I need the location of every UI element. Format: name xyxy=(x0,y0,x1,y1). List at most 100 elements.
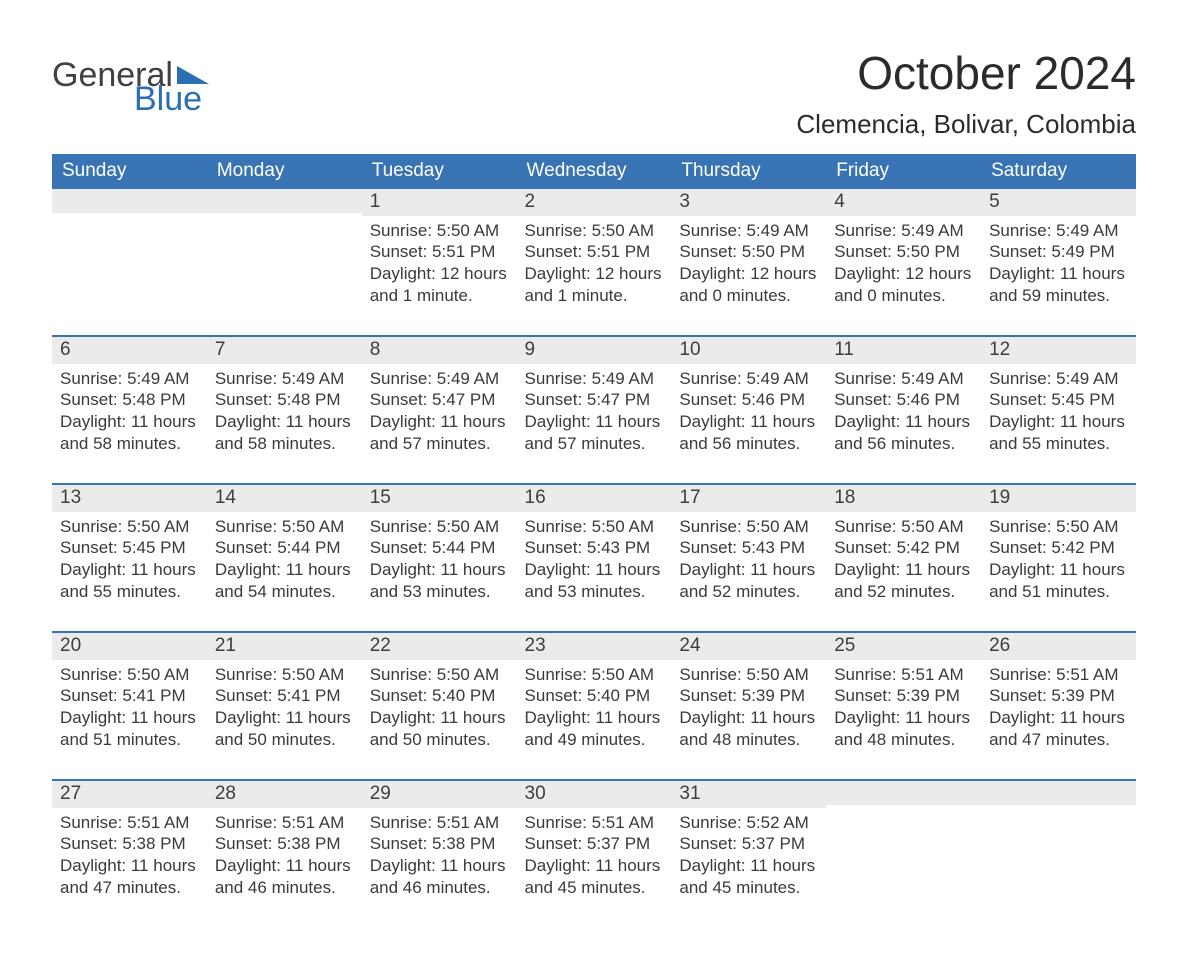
calendar-day-cell: 28Sunrise: 5:51 AMSunset: 5:38 PMDayligh… xyxy=(207,780,362,927)
day-details: Sunrise: 5:50 AMSunset: 5:43 PMDaylight:… xyxy=(517,512,672,631)
day-number: 4 xyxy=(826,189,981,216)
day-number: 21 xyxy=(207,633,362,660)
day-details: Sunrise: 5:51 AMSunset: 5:38 PMDaylight:… xyxy=(207,808,362,927)
day-number: 3 xyxy=(671,189,826,216)
calendar-day-cell: 19Sunrise: 5:50 AMSunset: 5:42 PMDayligh… xyxy=(981,484,1136,632)
day-details: Sunrise: 5:50 AMSunset: 5:40 PMDaylight:… xyxy=(517,660,672,779)
sunrise-text: Sunrise: 5:49 AM xyxy=(215,368,354,390)
day-number: 13 xyxy=(52,485,207,512)
calendar-day-cell: 21Sunrise: 5:50 AMSunset: 5:41 PMDayligh… xyxy=(207,632,362,780)
day-number: 10 xyxy=(671,337,826,364)
day-details: Sunrise: 5:51 AMSunset: 5:37 PMDaylight:… xyxy=(517,808,672,927)
day-details: Sunrise: 5:50 AMSunset: 5:51 PMDaylight:… xyxy=(517,216,672,335)
weekday-header: Wednesday xyxy=(517,154,672,189)
day-details: Sunrise: 5:50 AMSunset: 5:41 PMDaylight:… xyxy=(207,660,362,779)
sunrise-text: Sunrise: 5:51 AM xyxy=(215,812,354,834)
day-details: Sunrise: 5:50 AMSunset: 5:44 PMDaylight:… xyxy=(207,512,362,631)
day-number: 23 xyxy=(517,633,672,660)
sunrise-text: Sunrise: 5:50 AM xyxy=(215,516,354,538)
daylight-text: Daylight: 12 hours and 1 minute. xyxy=(370,263,509,307)
sunset-text: Sunset: 5:37 PM xyxy=(679,833,818,855)
sunrise-text: Sunrise: 5:51 AM xyxy=(370,812,509,834)
sunrise-text: Sunrise: 5:49 AM xyxy=(989,368,1128,390)
day-number: 6 xyxy=(52,337,207,364)
sunrise-text: Sunrise: 5:49 AM xyxy=(834,368,973,390)
day-number: 19 xyxy=(981,485,1136,512)
daylight-text: Daylight: 11 hours and 45 minutes. xyxy=(679,855,818,899)
day-details: Sunrise: 5:50 AMSunset: 5:42 PMDaylight:… xyxy=(826,512,981,631)
sunrise-text: Sunrise: 5:49 AM xyxy=(989,220,1128,242)
calendar-day-cell: 2Sunrise: 5:50 AMSunset: 5:51 PMDaylight… xyxy=(517,189,672,336)
day-details: Sunrise: 5:49 AMSunset: 5:46 PMDaylight:… xyxy=(826,364,981,483)
day-number: 11 xyxy=(826,337,981,364)
sunrise-text: Sunrise: 5:50 AM xyxy=(525,664,664,686)
weekday-header: Monday xyxy=(207,154,362,189)
sunrise-text: Sunrise: 5:51 AM xyxy=(60,812,199,834)
day-details xyxy=(207,213,362,317)
day-number: 27 xyxy=(52,781,207,808)
month-title: October 2024 xyxy=(796,48,1136,99)
sunset-text: Sunset: 5:47 PM xyxy=(525,389,664,411)
sunrise-text: Sunrise: 5:50 AM xyxy=(60,516,199,538)
sunset-text: Sunset: 5:46 PM xyxy=(834,389,973,411)
daylight-text: Daylight: 11 hours and 53 minutes. xyxy=(525,559,664,603)
sunrise-text: Sunrise: 5:49 AM xyxy=(525,368,664,390)
sunset-text: Sunset: 5:51 PM xyxy=(525,241,664,263)
day-number: 5 xyxy=(981,189,1136,216)
sunset-text: Sunset: 5:48 PM xyxy=(60,389,199,411)
calendar-day-cell: 11Sunrise: 5:49 AMSunset: 5:46 PMDayligh… xyxy=(826,336,981,484)
daylight-text: Daylight: 11 hours and 57 minutes. xyxy=(370,411,509,455)
daylight-text: Daylight: 11 hours and 47 minutes. xyxy=(989,707,1128,751)
day-number: 1 xyxy=(362,189,517,216)
page-header: General Blue October 2024 Clemencia, Bol… xyxy=(52,48,1136,140)
day-number xyxy=(52,189,207,213)
daylight-text: Daylight: 11 hours and 54 minutes. xyxy=(215,559,354,603)
calendar-day-cell: 22Sunrise: 5:50 AMSunset: 5:40 PMDayligh… xyxy=(362,632,517,780)
day-number xyxy=(826,781,981,805)
sunset-text: Sunset: 5:45 PM xyxy=(60,537,199,559)
calendar-day-cell: 1Sunrise: 5:50 AMSunset: 5:51 PMDaylight… xyxy=(362,189,517,336)
sunrise-text: Sunrise: 5:49 AM xyxy=(679,368,818,390)
day-details xyxy=(981,805,1136,909)
day-details: Sunrise: 5:50 AMSunset: 5:41 PMDaylight:… xyxy=(52,660,207,779)
daylight-text: Daylight: 11 hours and 55 minutes. xyxy=(989,411,1128,455)
calendar-day-cell: 25Sunrise: 5:51 AMSunset: 5:39 PMDayligh… xyxy=(826,632,981,780)
calendar-day-cell: 27Sunrise: 5:51 AMSunset: 5:38 PMDayligh… xyxy=(52,780,207,927)
daylight-text: Daylight: 12 hours and 0 minutes. xyxy=(679,263,818,307)
sunset-text: Sunset: 5:43 PM xyxy=(679,537,818,559)
sunrise-text: Sunrise: 5:50 AM xyxy=(215,664,354,686)
day-details: Sunrise: 5:50 AMSunset: 5:43 PMDaylight:… xyxy=(671,512,826,631)
weekday-header: Sunday xyxy=(52,154,207,189)
calendar-day-cell xyxy=(207,189,362,336)
day-number: 8 xyxy=(362,337,517,364)
calendar-day-cell: 29Sunrise: 5:51 AMSunset: 5:38 PMDayligh… xyxy=(362,780,517,927)
sunset-text: Sunset: 5:50 PM xyxy=(679,241,818,263)
day-number: 14 xyxy=(207,485,362,512)
daylight-text: Daylight: 11 hours and 48 minutes. xyxy=(834,707,973,751)
calendar-day-cell: 16Sunrise: 5:50 AMSunset: 5:43 PMDayligh… xyxy=(517,484,672,632)
daylight-text: Daylight: 11 hours and 46 minutes. xyxy=(215,855,354,899)
day-details: Sunrise: 5:50 AMSunset: 5:42 PMDaylight:… xyxy=(981,512,1136,631)
calendar-day-cell xyxy=(52,189,207,336)
sunrise-text: Sunrise: 5:52 AM xyxy=(679,812,818,834)
sunrise-text: Sunrise: 5:51 AM xyxy=(525,812,664,834)
sunset-text: Sunset: 5:45 PM xyxy=(989,389,1128,411)
daylight-text: Daylight: 12 hours and 1 minute. xyxy=(525,263,664,307)
sunset-text: Sunset: 5:39 PM xyxy=(989,685,1128,707)
daylight-text: Daylight: 11 hours and 50 minutes. xyxy=(370,707,509,751)
day-details: Sunrise: 5:50 AMSunset: 5:39 PMDaylight:… xyxy=(671,660,826,779)
sunrise-text: Sunrise: 5:50 AM xyxy=(370,664,509,686)
daylight-text: Daylight: 11 hours and 57 minutes. xyxy=(525,411,664,455)
day-number: 17 xyxy=(671,485,826,512)
calendar-day-cell: 23Sunrise: 5:50 AMSunset: 5:40 PMDayligh… xyxy=(517,632,672,780)
daylight-text: Daylight: 11 hours and 58 minutes. xyxy=(60,411,199,455)
day-number: 7 xyxy=(207,337,362,364)
day-details: Sunrise: 5:49 AMSunset: 5:46 PMDaylight:… xyxy=(671,364,826,483)
daylight-text: Daylight: 11 hours and 58 minutes. xyxy=(215,411,354,455)
daylight-text: Daylight: 11 hours and 56 minutes. xyxy=(834,411,973,455)
sunset-text: Sunset: 5:39 PM xyxy=(679,685,818,707)
weekday-header: Thursday xyxy=(671,154,826,189)
day-details: Sunrise: 5:49 AMSunset: 5:45 PMDaylight:… xyxy=(981,364,1136,483)
calendar-week-row: 6Sunrise: 5:49 AMSunset: 5:48 PMDaylight… xyxy=(52,336,1136,484)
sunset-text: Sunset: 5:38 PM xyxy=(215,833,354,855)
